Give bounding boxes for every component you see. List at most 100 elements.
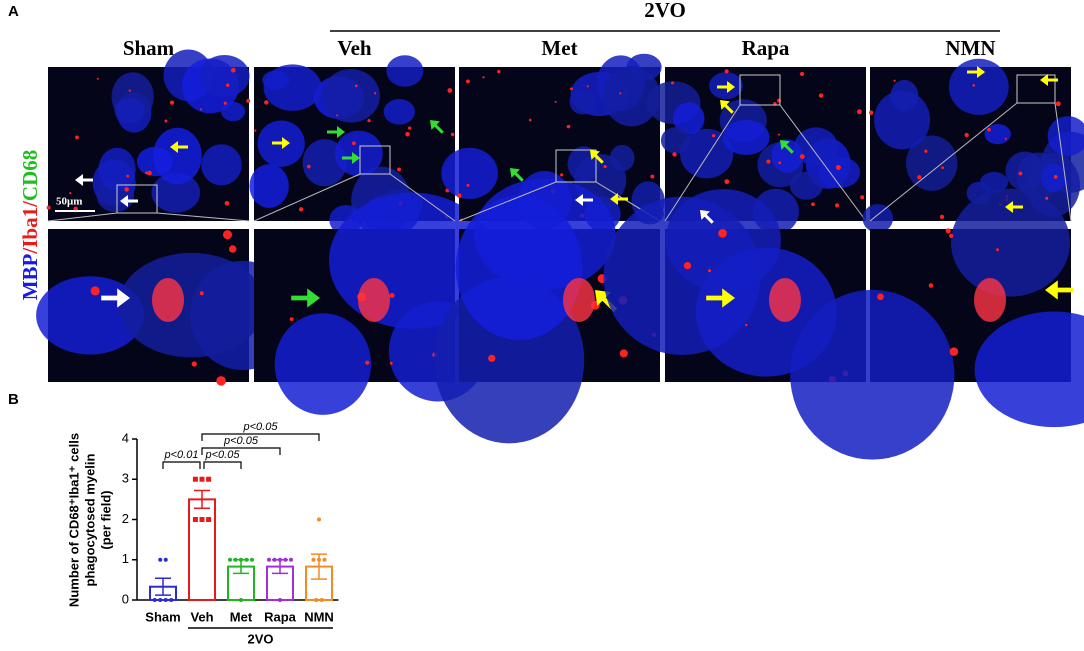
cell-speck [306, 164, 311, 169]
x-tick-label: NMN [304, 609, 334, 624]
cell-speck [46, 205, 51, 210]
arrow-head [120, 195, 128, 207]
cell-speck [724, 179, 730, 185]
data-point [317, 517, 321, 522]
cell-speck [528, 118, 532, 122]
cell-speck [1004, 137, 1007, 140]
cell-speck [222, 230, 233, 240]
cell-speck [569, 87, 573, 91]
data-point [319, 598, 324, 602]
cell-speck [367, 118, 371, 123]
cell-speck [707, 269, 712, 273]
scale-bar-label: 50μm [56, 196, 82, 208]
cell-speck [482, 76, 485, 79]
cell-speck [799, 71, 805, 77]
cell-speck [488, 354, 496, 362]
cell-speck [447, 88, 453, 93]
group-label: 2VO [644, 0, 686, 22]
data-point [239, 557, 243, 562]
channel: MBP [18, 253, 42, 300]
cell-speck [169, 100, 175, 105]
inset-box [739, 74, 781, 106]
myelin-blob [136, 146, 173, 177]
cell-speck [228, 245, 237, 253]
data-point [322, 557, 327, 562]
arrow-head [727, 81, 735, 93]
cell-speck [964, 132, 969, 138]
zoom-line [156, 212, 250, 222]
channel: /Iba1/ [18, 200, 42, 255]
myelin-blob [151, 172, 201, 213]
cell-speck [354, 84, 358, 88]
arrow [720, 100, 734, 114]
cell-speck [778, 161, 782, 165]
data-point [233, 557, 238, 562]
data-point [192, 517, 198, 522]
data-point [206, 517, 212, 522]
zoom-line [47, 212, 118, 222]
cell-speck [497, 69, 501, 74]
cell-speck [586, 85, 589, 88]
myelin-blob [569, 88, 596, 115]
myelin-blob [383, 99, 415, 125]
arrow [101, 288, 130, 308]
cell-speck [766, 159, 771, 164]
data-point [239, 598, 243, 602]
myelin-blob [114, 97, 145, 124]
x-tick-label: Rapa [264, 609, 297, 624]
arrow-head [780, 140, 790, 150]
data-point [199, 476, 205, 482]
cell-speck [230, 67, 236, 73]
arrow-head [977, 66, 985, 78]
data-point [163, 598, 168, 602]
arrow-head [307, 288, 320, 308]
myelin-blob [1047, 116, 1084, 156]
significance-bracket [162, 461, 201, 469]
cell-speck [554, 100, 557, 104]
column-header: Met [541, 36, 577, 60]
data-point [206, 476, 212, 482]
arrow-head [575, 194, 583, 206]
cell-speck [724, 69, 729, 74]
arrow-head [1005, 201, 1013, 213]
arrow-head [1045, 280, 1058, 300]
cell-speck [224, 200, 230, 206]
myelin-blob [722, 119, 770, 156]
cell-speck [949, 347, 959, 356]
cell-speck [389, 361, 393, 365]
cell-speck [254, 129, 257, 132]
arrow [120, 195, 138, 207]
zoom-line [779, 104, 867, 222]
channel: CD68 [18, 150, 42, 201]
panel-label: A [8, 3, 19, 20]
error-bar [155, 577, 171, 596]
cell-speck [352, 141, 356, 146]
myelin-blob [249, 164, 289, 208]
arrow-head [610, 193, 618, 205]
significance-bracket [201, 447, 281, 455]
arrow [575, 194, 593, 206]
cell-speck [374, 92, 377, 95]
significance-label: p<0.01 [164, 449, 199, 461]
cell-speck [246, 98, 251, 103]
myelin-blob [974, 311, 1084, 428]
arrow-head [720, 100, 730, 110]
cell-speck [799, 154, 805, 159]
arrow [700, 210, 714, 224]
zoom-line [253, 173, 361, 222]
inset-box [359, 145, 391, 175]
x-tick-label: Veh [190, 609, 213, 624]
arrow [780, 140, 794, 154]
arrow [170, 141, 188, 153]
cell-speck [457, 193, 462, 199]
zoom-line [389, 173, 456, 222]
y-tick-label: 4 [122, 430, 129, 445]
myelin-blob [201, 144, 242, 186]
cell-speck [683, 262, 692, 270]
cell-speck [465, 79, 470, 84]
arrow-head [75, 174, 83, 186]
cell-speck [566, 124, 571, 129]
cell-speck [949, 233, 954, 238]
myelin-blob [386, 55, 424, 87]
cell-speck [671, 81, 674, 85]
